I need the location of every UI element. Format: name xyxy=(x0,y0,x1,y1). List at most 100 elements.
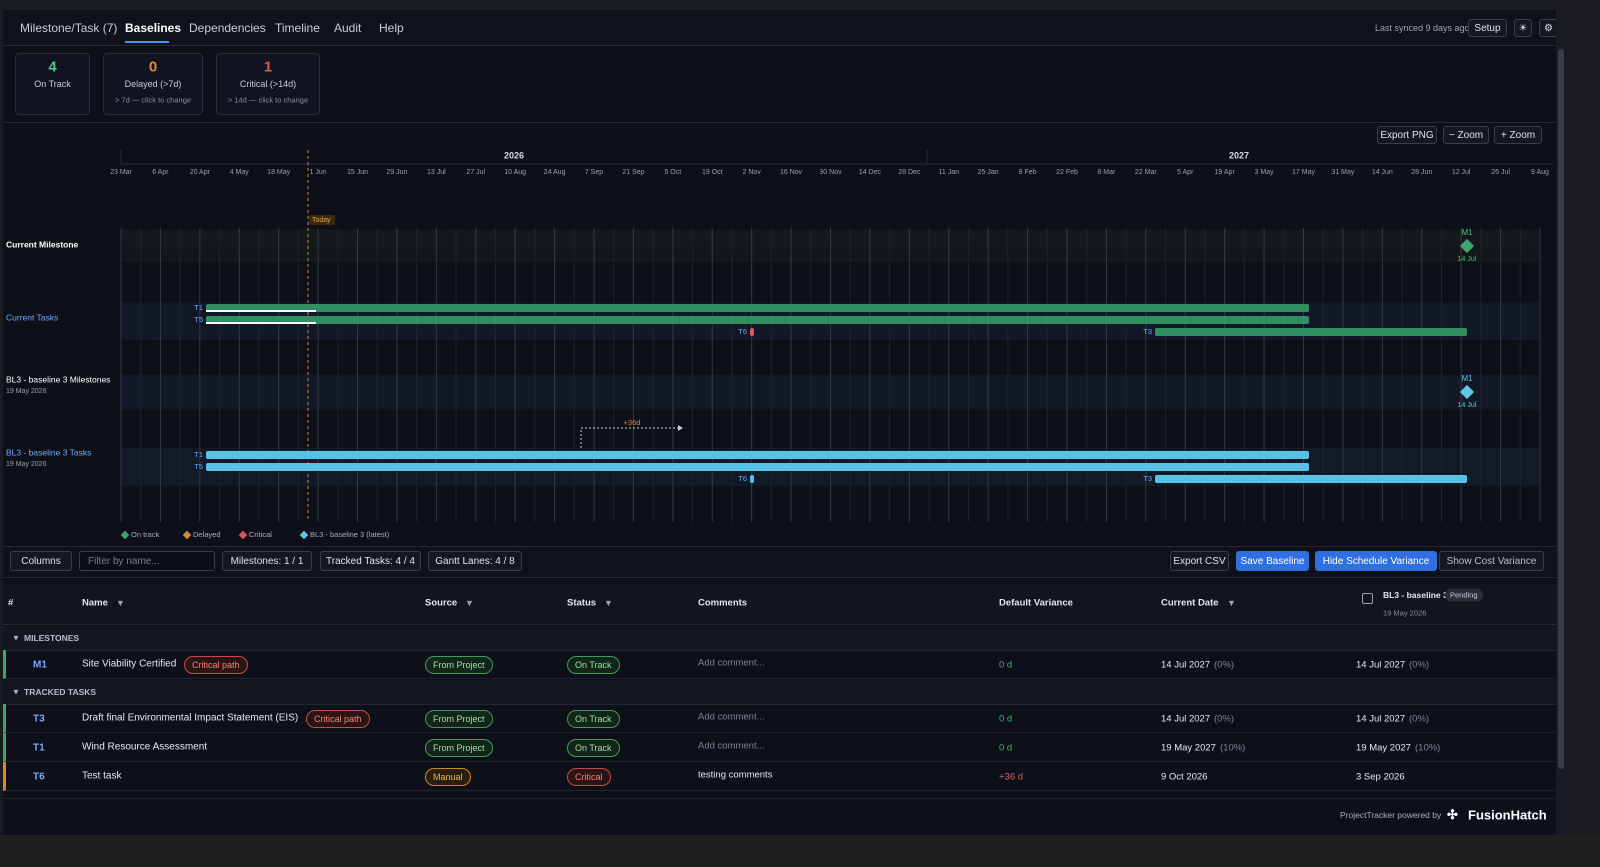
summary-card[interactable] xyxy=(216,53,320,115)
filter-dropdown[interactable]: Milestones: 1 / 1 xyxy=(222,551,312,571)
nav-tab[interactable]: Help xyxy=(379,21,404,35)
filter-icon[interactable]: ▼ xyxy=(116,598,125,608)
date-label: 19 Apr xyxy=(1215,169,1236,176)
summary-value: 0 xyxy=(148,58,158,76)
arrow-head xyxy=(678,425,683,431)
row-id: M1 xyxy=(33,659,47,670)
task-bar xyxy=(206,463,1309,471)
progress-overlay xyxy=(206,322,316,324)
legend-label: BL3 - baseline 3 (latest) xyxy=(310,530,390,539)
date-label: 19 Oct xyxy=(702,169,723,176)
legend-label: Delayed xyxy=(193,530,221,539)
nav-tab[interactable]: Dependencies xyxy=(189,21,266,35)
task-label: T1 xyxy=(194,450,203,459)
date-label: 21 Sep xyxy=(622,169,644,176)
row-date: 14 Jul 2027 xyxy=(1161,659,1211,670)
brand-name: FusionHatch xyxy=(1468,807,1547,823)
column-header: Source xyxy=(425,597,458,609)
legend-swatch xyxy=(299,530,309,540)
gantt-chart: 2026 2027 23 Mar 6 Apr 20 Apr 4 May 18 May 1 Ju… xyxy=(6,150,1553,540)
row-comment[interactable]: Add comment... xyxy=(698,740,765,751)
lane-label: BL3 - baseline 3 Tasks xyxy=(6,447,91,457)
legend-label: On track xyxy=(131,530,160,539)
row-comment[interactable]: Add comment... xyxy=(698,657,765,668)
date-label: 9 Aug xyxy=(1531,169,1549,176)
date-label: 11 Jan xyxy=(939,169,960,176)
gantt-button[interactable]: − Zoom xyxy=(1443,126,1489,144)
row-percent: (0%) xyxy=(1409,659,1430,670)
lane-label: Current Milestone xyxy=(6,239,79,249)
settings-button[interactable]: ⚙ xyxy=(1539,19,1556,37)
row-date: 19 May 2027 xyxy=(1356,742,1411,753)
gantt-button[interactable]: + Zoom xyxy=(1494,126,1542,144)
filter-icon[interactable]: ▼ xyxy=(604,598,613,608)
milestone-id: M1 xyxy=(1461,374,1473,383)
export-csv-button[interactable]: Export CSV xyxy=(1170,551,1229,571)
row-date: 3 Sep 2026 xyxy=(1356,771,1405,782)
row-comment[interactable]: Add comment... xyxy=(698,711,765,722)
filter-icon[interactable]: ▼ xyxy=(1227,598,1236,608)
gantt-button[interactable]: Export PNG xyxy=(1377,126,1437,144)
lane-label: BL3 - baseline 3 Milestones xyxy=(6,374,110,384)
table-row xyxy=(3,650,1556,679)
column-header: Default Variance xyxy=(999,597,1073,609)
nav-tab[interactable]: Milestone/Task (7) xyxy=(20,21,118,35)
critical-path-badge: Critical path xyxy=(306,709,370,728)
row-comment[interactable]: testing comments xyxy=(698,769,773,780)
row-percent: (0%) xyxy=(1214,659,1235,670)
setup-button[interactable]: Setup xyxy=(1468,19,1507,37)
today-badge xyxy=(309,215,335,225)
source-badge: From Project xyxy=(425,709,493,728)
filter-input[interactable]: Filter by name... xyxy=(79,551,215,571)
row-date: 14 Jul 2027 xyxy=(1356,713,1406,724)
legend-swatch xyxy=(182,530,192,540)
task-bar xyxy=(206,304,1309,312)
row-date: 14 Jul 2027 xyxy=(1356,659,1406,670)
column-header: Status xyxy=(567,597,597,609)
critical-path-badge: Critical path xyxy=(184,655,248,674)
milestone-diamond xyxy=(1459,384,1475,400)
taskbar xyxy=(0,835,1600,867)
cost-variance-button[interactable]: Show Cost Variance xyxy=(1439,551,1544,571)
task-bar xyxy=(1155,475,1467,483)
milestone-date: 14 Jul xyxy=(1458,402,1477,409)
baseline-checkbox[interactable] xyxy=(1362,593,1373,604)
lane-date: 19 May 2026 xyxy=(6,461,47,468)
row-variance: 0 d xyxy=(999,713,1013,724)
summary-card[interactable] xyxy=(103,53,203,115)
hide-variance-button[interactable]: Hide Schedule Variance xyxy=(1315,551,1437,571)
table-row xyxy=(3,704,1556,733)
date-label: 13 Jul xyxy=(427,169,446,176)
date-label: 10 Aug xyxy=(504,169,526,176)
summary-label: Critical (>14d) xyxy=(239,79,297,89)
date-label: 20 Apr xyxy=(190,169,211,176)
save-baseline-button[interactable]: Save Baseline xyxy=(1236,551,1309,571)
filter-dropdown[interactable]: Gantt Lanes: 4 / 8 xyxy=(428,551,522,571)
task-label: T1 xyxy=(194,303,203,312)
group-caret: ▼ xyxy=(12,687,20,697)
nav-tab[interactable]: Timeline xyxy=(275,21,320,35)
filter-icon[interactable]: ▼ xyxy=(465,598,474,608)
theme-button[interactable]: ☀ xyxy=(1514,19,1532,37)
row-percent: (0%) xyxy=(1409,713,1430,724)
summary-hint: > 7d — click to change xyxy=(114,95,192,105)
group-label: MILESTONES xyxy=(24,633,80,643)
date-label: 28 Jun xyxy=(1411,169,1432,176)
nav-tab[interactable]: Audit xyxy=(334,21,362,35)
footer-text: ProjectTracker powered by xyxy=(1340,810,1442,820)
group-row xyxy=(3,626,1556,651)
milestone-date: 14 Jul xyxy=(1458,256,1477,263)
row-date: 9 Oct 2026 xyxy=(1161,771,1208,782)
date-label: 1 Jun xyxy=(310,169,327,176)
columns-button[interactable]: Columns xyxy=(10,551,72,571)
date-label: 23 Mar xyxy=(110,169,132,176)
filter-dropdown[interactable]: Tracked Tasks: 4 / 4 xyxy=(320,551,421,571)
date-label: 8 Mar xyxy=(1097,169,1116,176)
lane-date: 19 May 2026 xyxy=(6,388,47,395)
row-percent: (0%) xyxy=(1214,713,1235,724)
nav-tab[interactable]: Baselines xyxy=(125,21,182,35)
baseline-date: 19 May 2026 xyxy=(1383,608,1427,618)
progress-overlay xyxy=(206,310,316,312)
nav-bar xyxy=(3,10,1556,46)
